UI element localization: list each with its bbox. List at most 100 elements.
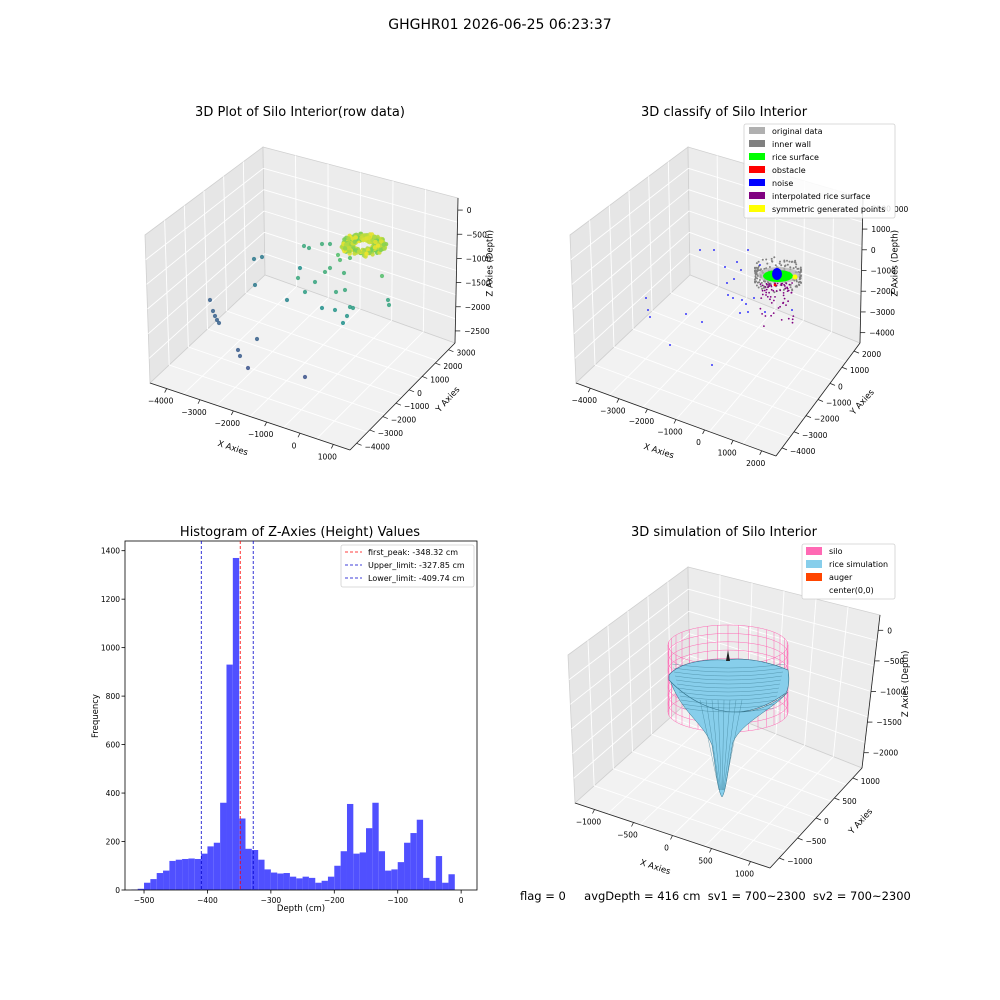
z-axis-label: Z Axies (Depth) <box>901 651 911 718</box>
legend-label: rice surface <box>772 153 819 162</box>
x-tick-label: 0 <box>459 896 464 905</box>
inner-wall-point <box>770 260 773 262</box>
panel-raw-scatter: 3D Plot of Silo Interior(row data)−4000−… <box>144 105 496 461</box>
z-tick-label: −2000 <box>870 287 896 296</box>
subplot-title: 3D simulation of Silo Interior <box>631 525 818 540</box>
interpolated-point <box>787 317 790 320</box>
y-tick <box>852 777 858 781</box>
data-point <box>306 245 312 251</box>
y-tick-label: 0 <box>824 817 829 826</box>
noise-point <box>685 313 687 315</box>
data-point <box>379 273 385 279</box>
rice-mesh-line <box>717 699 722 791</box>
inner-wall-point <box>800 281 802 284</box>
inner-wall-point <box>754 281 757 284</box>
y-tick <box>395 402 402 406</box>
interpolated-point <box>764 286 767 288</box>
z-tick-label: −1500 <box>465 279 491 288</box>
z-tick-label: 1000 <box>871 225 890 234</box>
interpolated-point <box>790 291 793 294</box>
x-tick <box>670 835 673 840</box>
legend-label: Lower_limit: -409.74 cm <box>368 574 465 583</box>
interpolated-point <box>770 288 773 291</box>
interpolated-point <box>782 294 785 297</box>
histogram-bar <box>220 802 227 890</box>
x-tick-label: 2000 <box>746 459 765 468</box>
x-tick-label: −100 <box>387 896 408 905</box>
x-tick-label: −4000 <box>572 396 598 405</box>
legend-swatch <box>749 153 765 160</box>
legend-label: first_peak: -348.32 cm <box>368 548 458 557</box>
interpolated-point <box>763 289 766 292</box>
z-tick-label: −1000 <box>880 688 906 697</box>
y-tick-label: −4000 <box>365 442 391 451</box>
legend-frame <box>340 544 475 588</box>
grid-line <box>245 292 438 362</box>
interpolated-point <box>765 288 768 291</box>
z-tick-label: −500 <box>466 230 487 239</box>
interpolated-point <box>760 297 763 299</box>
y-tick-label: −1000 <box>787 857 813 866</box>
x-tick-label: −1000 <box>657 428 683 437</box>
z-tick-partial-label: 000 <box>894 205 909 214</box>
grid-line <box>145 167 264 261</box>
y-tick-label: −1000 <box>826 399 852 408</box>
inner-wall-point <box>799 266 802 269</box>
inner-wall-point <box>758 279 761 281</box>
noise-point <box>649 316 651 318</box>
rice-mesh-line <box>678 691 779 697</box>
data-point <box>347 255 353 261</box>
data-point <box>346 246 352 251</box>
histogram-bar <box>188 858 195 890</box>
y-tick <box>779 857 785 861</box>
rice-mesh-line <box>723 699 737 791</box>
inner-wall-point <box>754 267 756 270</box>
inner-wall-point <box>760 268 762 271</box>
data-point <box>350 305 356 311</box>
x-tick <box>616 398 620 403</box>
data-point <box>342 246 348 251</box>
obstacle-point <box>773 283 777 287</box>
inner-wall-point <box>797 267 800 270</box>
noise-point <box>740 269 742 271</box>
histogram-bar <box>423 877 430 890</box>
noise-point <box>764 311 766 313</box>
data-point <box>259 254 265 260</box>
interpolated-point <box>773 299 775 302</box>
histogram-bar <box>207 846 214 891</box>
interpolated-point <box>780 283 783 285</box>
histogram-bar <box>156 873 164 890</box>
interpolated-point <box>765 294 767 296</box>
sv1-text: sv1 = 700~2300 <box>707 889 806 903</box>
y-tick <box>805 415 812 419</box>
data-point <box>361 238 366 243</box>
rice-mesh-line <box>675 679 782 685</box>
histogram-bar <box>308 877 316 890</box>
interpolated-point <box>768 291 770 294</box>
histogram-bar <box>258 859 265 890</box>
y-tick-label: 1000 <box>101 644 120 653</box>
inner-wall-point <box>791 289 794 292</box>
x-tick <box>645 408 648 414</box>
inner-wall-point <box>756 270 759 273</box>
y-tick-label: 400 <box>106 789 121 798</box>
legend-swatch <box>749 192 765 199</box>
x-axis-label: X Axies <box>639 858 672 877</box>
status-footer: flag = 0 avgDepth = 416 cm sv1 = 700~230… <box>520 889 911 903</box>
x-tick <box>230 410 234 416</box>
z-tick-label: 0 <box>467 206 472 215</box>
inner-wall-point <box>795 263 798 266</box>
data-point <box>212 313 218 319</box>
x-tick <box>587 388 591 393</box>
noise-point <box>736 261 738 263</box>
y-tick-label: 0 <box>417 389 422 398</box>
legend: first_peak: -348.32 cm Upper_limit: -327.… <box>340 544 475 588</box>
inner-wall-point <box>780 264 783 267</box>
x-tick <box>592 809 595 814</box>
legend-swatch <box>806 573 822 581</box>
inner-wall-point <box>788 260 791 263</box>
histogram-bar <box>366 828 373 890</box>
interpolated-point <box>759 283 762 285</box>
histogram-bar <box>378 851 386 890</box>
